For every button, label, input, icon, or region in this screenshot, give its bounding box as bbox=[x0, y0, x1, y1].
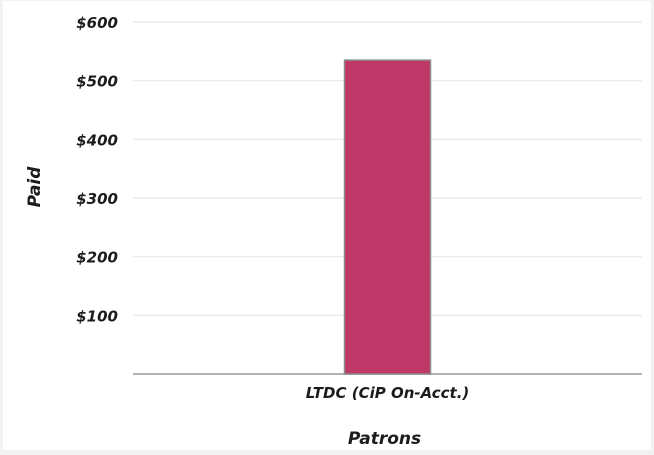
y-axis-title: Paid bbox=[25, 166, 45, 208]
y-tick-label: $600 bbox=[76, 14, 118, 32]
bar-chart: $100 $200 $300 $400 $500 $600 LTDC (CiP On-Ac… bbox=[25, 14, 642, 449]
bars bbox=[343, 59, 432, 375]
bar[interactable] bbox=[343, 59, 432, 375]
y-tick-label: $200 bbox=[76, 249, 118, 267]
y-tick-label: $500 bbox=[76, 73, 118, 91]
y-tick-label: $300 bbox=[76, 190, 118, 208]
x-tick-label: LTDC (CiP On-Acct.) bbox=[306, 384, 470, 402]
y-tick-labels: $100 $200 $300 $400 $500 $600 bbox=[76, 14, 118, 325]
y-tick-label: $100 bbox=[76, 307, 118, 325]
y-tick-label: $400 bbox=[76, 131, 118, 149]
chart-panel: $100 $200 $300 $400 $500 $600 LTDC (CiP On-Ac… bbox=[3, 1, 651, 450]
x-tick-labels: LTDC (CiP On-Acct.) bbox=[306, 384, 470, 402]
x-axis-title: Patrons bbox=[348, 429, 421, 449]
